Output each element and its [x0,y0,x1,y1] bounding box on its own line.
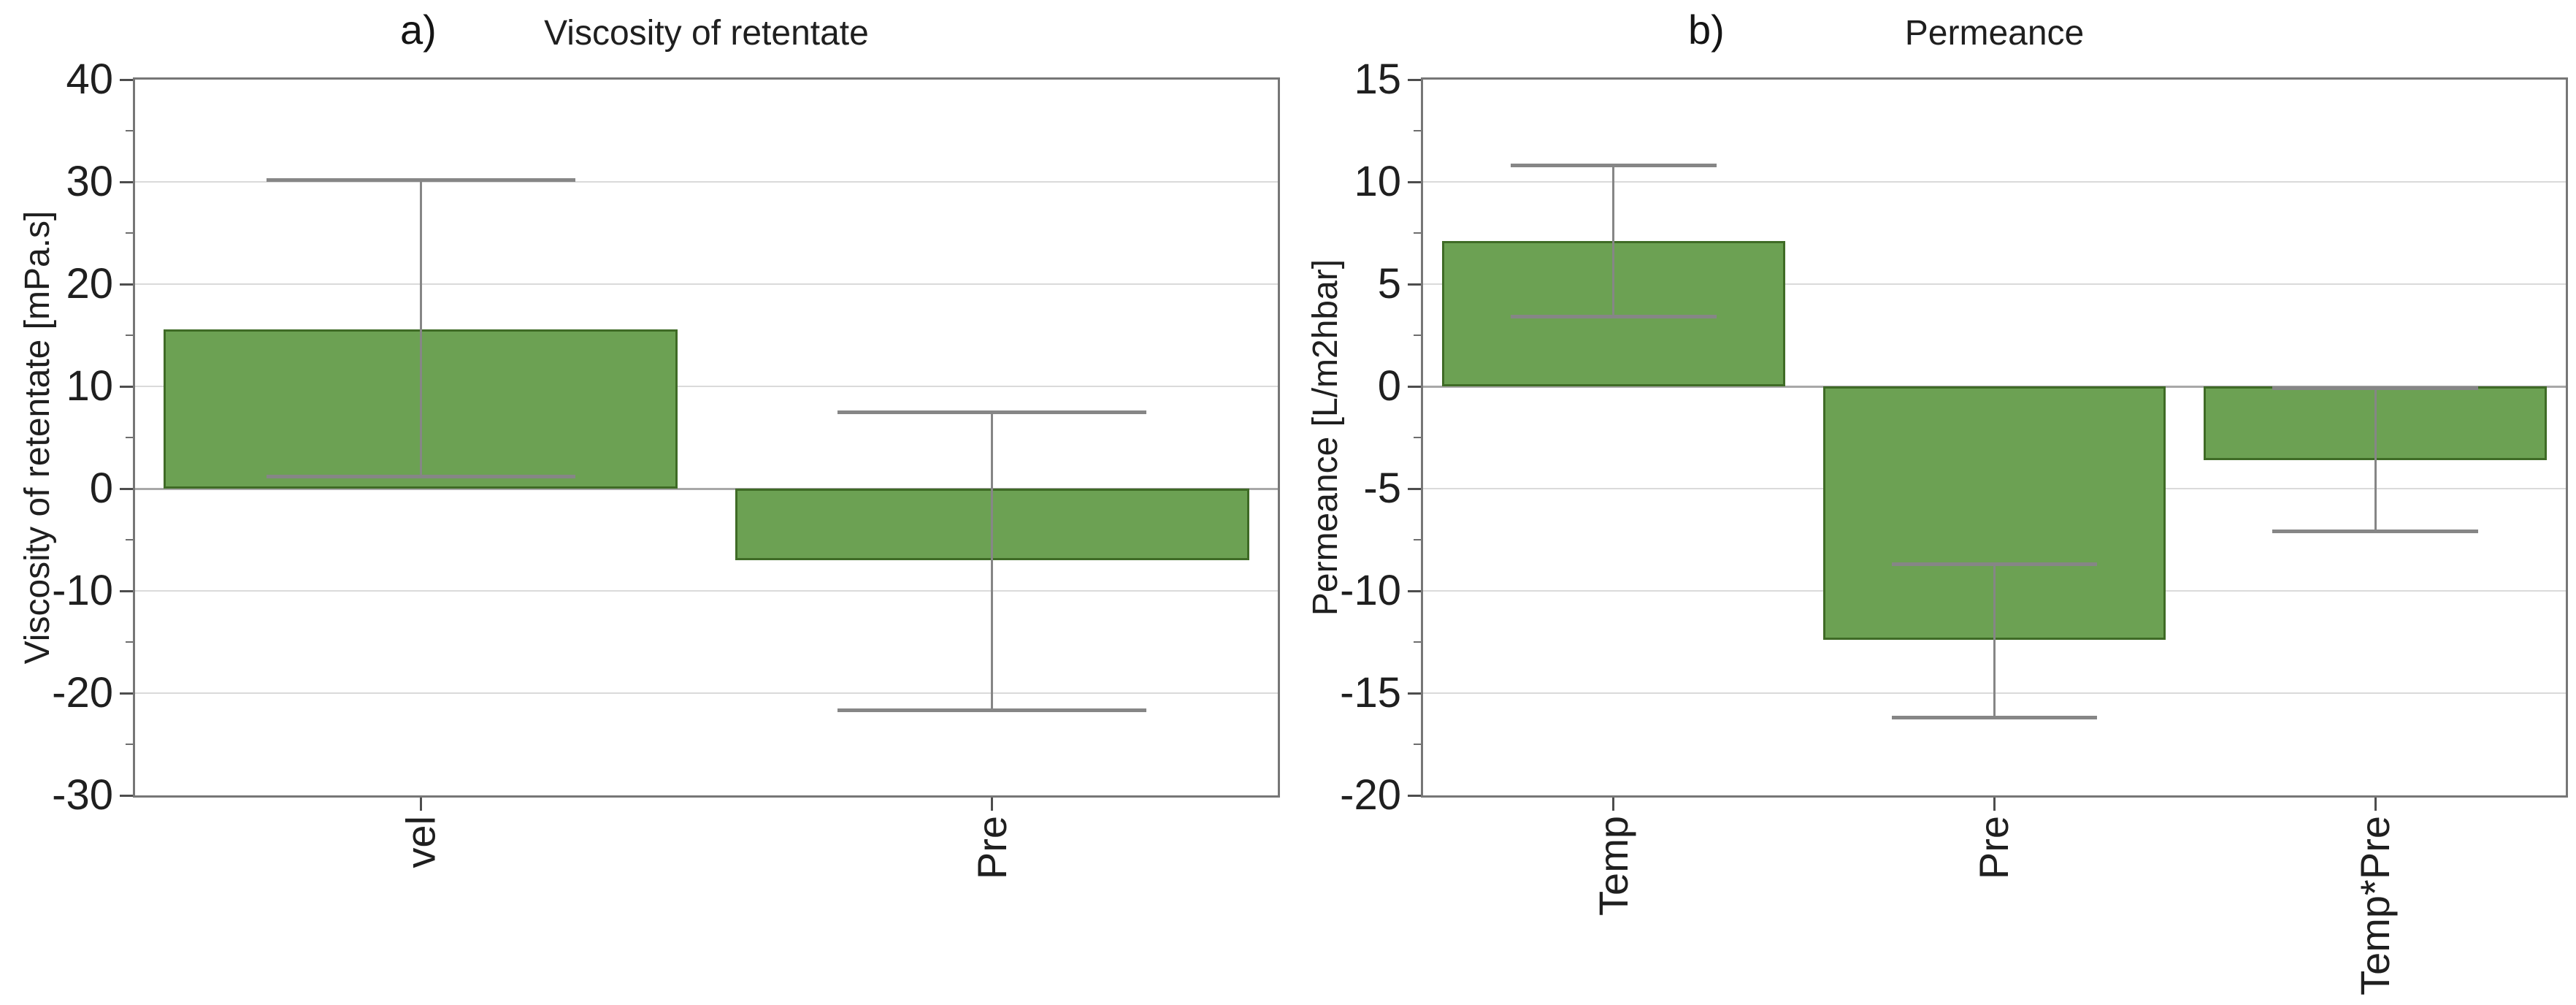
y-tick-label--5: -5 [1363,465,1401,512]
y-major-tick [1408,283,1421,286]
y-tick-label-20: 20 [66,260,113,307]
chart-panel-a: a) Viscosity of retentate Viscosity of r… [18,7,1280,879]
error-cap-low-vel [266,474,575,478]
y-minor-tick [1414,130,1421,131]
error-cap-high-vel [266,177,575,182]
panel-a-plot-area: -30 -20 -10 0 10 20 30 40 vel Pre [52,56,1280,879]
y-major-tick [120,487,133,490]
y-major-tick [1408,589,1421,592]
x-major-tick-temp [1612,798,1615,811]
panel-a-title: Viscosity of retentate [544,14,869,53]
x-major-tick-vel [419,798,422,811]
y-minor-tick [1414,539,1421,540]
y-major-tick [120,78,133,81]
gridline [1423,181,2566,183]
y-minor-tick [126,539,133,540]
error-cap-high-temp-pre [2272,386,2478,391]
y-tick-label-5: 5 [1377,260,1401,307]
y-major-tick [1408,180,1421,183]
y-minor-tick [1414,335,1421,336]
panel-b-title: Permeance [1904,14,2085,53]
y-tick-label-10: 10 [1354,158,1401,205]
error-cap-low-temp-pre [2272,530,2478,534]
gridline [135,283,1278,285]
y-minor-tick [126,641,133,643]
x-tick-label-temp-pre: Temp*Pre [2352,816,2399,996]
y-major-tick [1408,692,1421,695]
error-bar-line-pre [1993,564,1996,718]
y-major-tick [1408,385,1421,388]
y-tick-label--20: -20 [52,669,113,717]
y-minor-tick [1414,437,1421,438]
panel-b-y-axis-label: Permeance [L/m2hbar] [1306,259,1345,616]
zero-axis-line [135,487,1278,490]
y-major-tick [1408,794,1421,797]
error-cap-high-temp [1510,164,1717,168]
panel-a-letter: a) [400,7,437,53]
gridline [135,181,1278,183]
y-tick-label-15: 15 [1354,56,1401,103]
panel-b-letter: b) [1688,7,1725,53]
y-major-tick [120,283,133,286]
y-minor-tick [126,232,133,234]
error-cap-low-temp [1510,315,1717,319]
error-bar-line-vel [419,180,422,477]
y-tick-label--20: -20 [1340,771,1401,819]
x-tick-label-temp: Temp [1590,816,1636,916]
y-major-tick [120,692,133,695]
x-major-tick-pre [1993,798,1996,811]
y-tick-label-10: 10 [66,362,113,410]
error-cap-low-pre [837,708,1147,713]
chart-panel-b: b) Permeance Permeance [L/m2hbar] -20 -15… [1288,0,2576,1005]
error-bar-line-temp [1612,165,1615,317]
y-minor-tick [1414,744,1421,745]
y-tick-label-40: 40 [66,56,113,103]
gridline [135,692,1278,694]
y-tick-label-30: 30 [66,158,113,205]
x-major-tick-temp-pre [2374,798,2377,811]
x-tick-label-pre: Pre [968,816,1015,880]
y-major-tick [120,385,133,388]
x-tick-label-pre: Pre [1971,816,2017,880]
y-tick-label-0: 0 [1377,362,1401,410]
y-major-tick [120,589,133,592]
y-tick-label--15: -15 [1340,669,1401,717]
error-cap-high-pre [837,410,1147,414]
x-major-tick-pre [991,798,994,811]
y-minor-tick [1414,232,1421,234]
y-major-tick [120,794,133,797]
y-tick-label--10: -10 [52,567,113,614]
gridline [135,590,1278,592]
y-tick-label--30: -30 [52,771,113,819]
y-minor-tick [126,437,133,438]
y-major-tick [120,180,133,183]
error-bar-line-temp-pre [2374,388,2377,532]
y-tick-label--10: -10 [1340,567,1401,614]
y-minor-tick [126,130,133,131]
y-minor-tick [126,335,133,336]
y-minor-tick [1414,641,1421,643]
x-tick-label-vel: vel [397,816,444,868]
error-bar-line-pre [991,412,994,711]
y-minor-tick [126,744,133,745]
error-cap-low-pre [1891,716,2098,720]
gridline [135,386,1278,387]
panel-b-plot-area: -20 -15 -10 -5 0 5 10 15 Temp Pre Temp*Pre [1340,56,2568,996]
y-major-tick [1408,487,1421,490]
y-tick-label-0: 0 [89,465,113,512]
y-major-tick [1408,78,1421,81]
error-cap-high-pre [1891,562,2098,567]
gridline [1423,283,2566,285]
